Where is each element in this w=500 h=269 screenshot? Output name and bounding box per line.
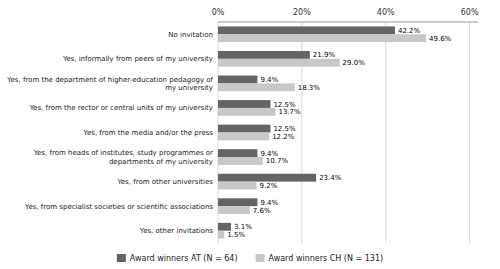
grid-line bbox=[469, 22, 470, 243]
data-label: 12.2% bbox=[272, 133, 295, 141]
bar bbox=[218, 76, 257, 84]
bar bbox=[218, 174, 316, 182]
data-labels: 42.2%49.6%21.9%29.0%9.4%18.3%12.5%13.7%1… bbox=[227, 27, 451, 239]
data-label: 9.4% bbox=[260, 150, 278, 158]
data-label: 9.4% bbox=[260, 76, 278, 84]
data-label: 21.9% bbox=[313, 51, 336, 59]
bar bbox=[218, 26, 395, 34]
legend-item: Award winners AT (N = 64) bbox=[117, 254, 238, 263]
data-label: 7.6% bbox=[253, 207, 271, 215]
data-label: 23.4% bbox=[319, 174, 342, 182]
category-label: Yes, from the department of higher-educa… bbox=[6, 76, 213, 93]
tick-label: 60% bbox=[461, 8, 479, 17]
bar bbox=[218, 198, 257, 206]
data-label: 49.6% bbox=[429, 35, 452, 43]
data-label: 13.7% bbox=[278, 108, 301, 116]
data-label: 29.0% bbox=[343, 59, 366, 67]
data-label: 9.4% bbox=[260, 199, 278, 207]
chart: 0% 20% 40% 60% 42.2% 49.6% 21.9% 29.0% 9.4% 18.3%… bbox=[0, 0, 500, 269]
bar bbox=[218, 34, 426, 42]
tick-label: 20% bbox=[293, 8, 311, 17]
bar bbox=[218, 108, 275, 116]
bars bbox=[218, 26, 426, 238]
bar bbox=[218, 223, 231, 231]
data-label: 10.7% bbox=[266, 157, 289, 165]
bar bbox=[218, 149, 257, 157]
bar bbox=[218, 83, 295, 91]
grid-line bbox=[385, 22, 386, 243]
bar bbox=[218, 51, 310, 59]
data-label: 42.2% bbox=[398, 27, 421, 35]
tick-label: 40% bbox=[377, 8, 395, 17]
category-label: Yes, from specialist societies or scient… bbox=[24, 203, 213, 211]
legend-item: Award winners CH (N = 131) bbox=[256, 254, 384, 263]
bar bbox=[218, 182, 257, 190]
bar bbox=[218, 206, 250, 214]
bar bbox=[218, 231, 224, 239]
category-label: Yes, from heads of institutes, study pro… bbox=[33, 149, 213, 166]
axis-line bbox=[218, 22, 478, 23]
bar bbox=[218, 125, 270, 133]
bar bbox=[218, 100, 270, 108]
x-axis: 0% 20% 40% 60% bbox=[212, 8, 479, 22]
data-label: 18.3% bbox=[298, 84, 321, 92]
grid bbox=[218, 22, 470, 243]
category-label: Yes, other invitations bbox=[139, 227, 214, 235]
data-label: 3.1% bbox=[234, 223, 252, 231]
bar bbox=[218, 133, 269, 141]
data-label: 12.5% bbox=[273, 125, 296, 133]
category-label: Yes, from other universities bbox=[116, 178, 213, 186]
data-label: 12.5% bbox=[273, 101, 296, 109]
bar bbox=[218, 59, 340, 67]
legend-label: Award winners AT (N = 64) bbox=[130, 254, 238, 263]
legend-swatch bbox=[256, 254, 265, 262]
legend-label: Award winners CH (N = 131) bbox=[269, 254, 384, 263]
category-label: Yes, from the media and/or the press bbox=[83, 129, 214, 137]
legend-swatch bbox=[117, 254, 126, 262]
tick-label: 0% bbox=[212, 8, 225, 17]
bar bbox=[218, 157, 263, 165]
category-label: Yes, informally from peers of my univers… bbox=[62, 55, 213, 63]
y-axis: No invitation Yes, informally from peers … bbox=[6, 31, 213, 235]
legend: Award winners AT (N = 64) Award winners C… bbox=[117, 254, 383, 263]
data-label: 9.2% bbox=[260, 182, 278, 190]
category-label: Yes, from the rector or central units of… bbox=[29, 104, 213, 112]
data-label: 1.5% bbox=[227, 231, 245, 239]
category-label: No invitation bbox=[168, 31, 213, 39]
